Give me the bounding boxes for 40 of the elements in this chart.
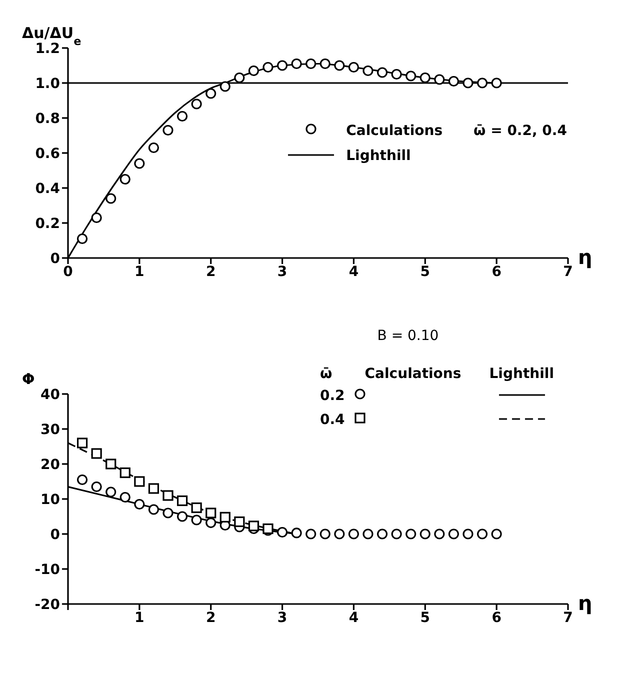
x-tick-label: 5	[420, 264, 430, 280]
x-tick-label: 7	[563, 610, 573, 626]
text: Lighthill	[489, 366, 554, 382]
x-tick-label: 0	[63, 264, 74, 280]
legend-label: 0.4	[320, 411, 346, 430]
x-tick-label: 6	[492, 610, 502, 626]
y-tick-label: 0.4	[35, 180, 60, 197]
y-tick-label: 0.2	[35, 216, 60, 232]
y-tick-label: 40	[40, 386, 60, 403]
x-tick-label: 7	[563, 264, 573, 280]
text: Calculations	[364, 366, 462, 382]
y-tick-label: -20	[34, 596, 60, 613]
x-tick-label: 1	[134, 610, 144, 626]
chart-title: B = 0.10	[377, 328, 439, 344]
y-axis-title: Φ	[22, 370, 35, 388]
y-tick-label: -10	[34, 562, 60, 578]
x-tick-label: 5	[420, 610, 430, 626]
y-tick-label: 30	[40, 422, 60, 438]
y-tick-label: 1.0	[35, 76, 60, 92]
x-tick-label: 4	[348, 264, 359, 280]
x-tick-label: 6	[492, 264, 502, 280]
x-tick-label: 2	[206, 264, 216, 280]
legend-label: 0.2	[320, 387, 346, 406]
y-tick-label: 10	[40, 492, 60, 508]
x-tick-label: 4	[348, 610, 359, 626]
x-tick-label: 1	[134, 264, 144, 280]
y-tick-label: 0.8	[35, 110, 60, 127]
x-tick-label: 3	[277, 610, 288, 626]
annotation: ω̄ = 0.2, 0.4	[474, 123, 567, 139]
y-tick-label: 20	[40, 456, 60, 473]
y-tick-label: 0	[50, 526, 60, 543]
x-tick-label: 3	[277, 264, 288, 280]
legend-title: ω̄	[320, 366, 332, 382]
legend-label: Lighthill	[346, 147, 412, 166]
x-axis-title: η	[578, 245, 592, 269]
x-tick-label: 2	[206, 610, 216, 626]
y-tick-label: 0.6	[35, 146, 60, 162]
legend-label: Calculations	[346, 122, 444, 141]
y-tick-label: 0	[50, 250, 60, 267]
x-axis-title: η	[578, 591, 592, 615]
